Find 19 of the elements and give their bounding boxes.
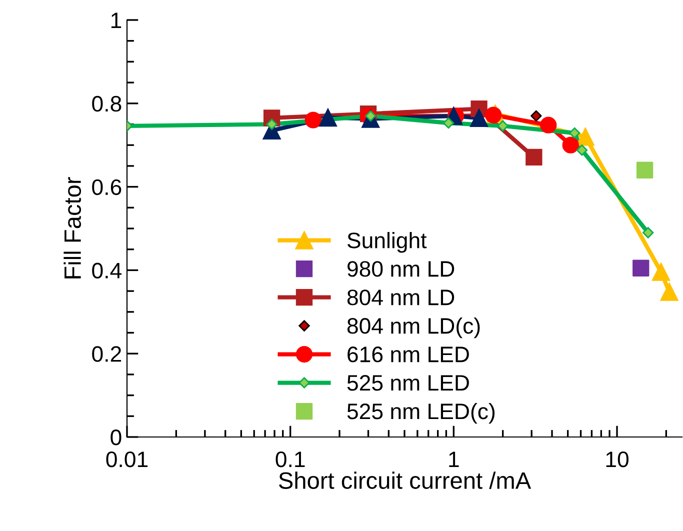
y-tick-label: 0.2 [92, 346, 122, 362]
x-tick-label: 0.1 [276, 451, 305, 468]
y-tick-label: 0.4 [92, 262, 122, 278]
x-tick-label: 0.01 [106, 451, 148, 468]
x-tick-label: 10 [606, 451, 628, 468]
legend-label: 804 nm LD [347, 290, 454, 306]
y-axis-title: Fill Factor [64, 177, 82, 278]
y-tick-label: 0.8 [92, 96, 122, 112]
legend-label: 804 nm LD(c) [347, 317, 480, 338]
y-tick-label: 0 [110, 430, 122, 446]
legend-label: 980 nm LD [348, 261, 454, 277]
y-tick-label: 0.6 [92, 179, 122, 196]
x-tick-label: 1 [449, 452, 459, 467]
legend-label: Sunlight [347, 232, 427, 253]
legend-label: 616 nm LED [348, 346, 469, 362]
y-tick-label: 1 [111, 12, 122, 28]
x-axis-title: Short circuit current /mA [278, 472, 532, 489]
legend-label: 525 nm LED [347, 375, 469, 391]
legend-label: 525 nm LED(c) [347, 402, 495, 424]
